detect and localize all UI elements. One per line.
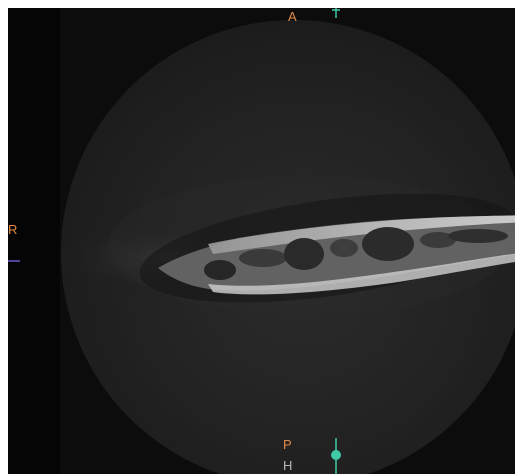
left-dark-band xyxy=(8,8,60,474)
viewport-frame[interactable]: A R P H xyxy=(8,8,515,474)
orientation-label-right: R xyxy=(8,222,18,237)
ct-slice-image[interactable] xyxy=(8,8,515,474)
specimen-upper-cortex xyxy=(208,215,515,254)
cavity-3 xyxy=(284,238,324,270)
cavity-6 xyxy=(420,232,456,248)
orientation-label-posterior: P xyxy=(283,437,292,452)
cavity-4 xyxy=(330,239,358,257)
cavity-1 xyxy=(204,260,236,280)
cavity-2 xyxy=(239,249,287,267)
crosshair-handle[interactable] xyxy=(331,450,341,460)
cavity-5 xyxy=(362,227,414,261)
orientation-label-head: H xyxy=(283,458,293,473)
specimen-lower-cortex xyxy=(208,252,515,295)
orientation-label-anterior: A xyxy=(288,9,297,24)
